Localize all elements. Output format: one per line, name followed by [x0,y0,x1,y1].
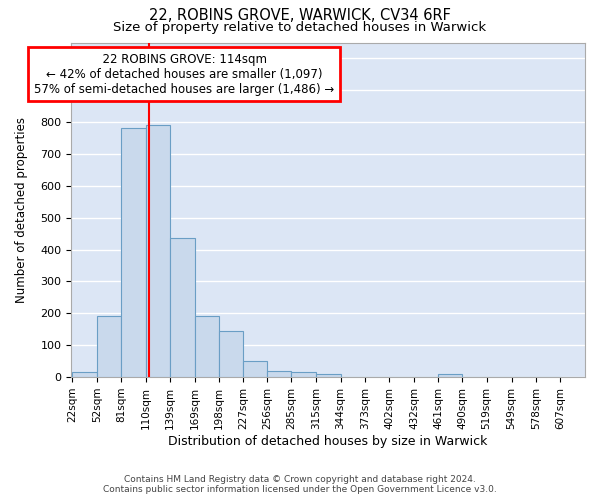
Text: 22 ROBINS GROVE: 114sqm  
← 42% of detached houses are smaller (1,097)
57% of se: 22 ROBINS GROVE: 114sqm ← 42% of detache… [34,52,334,96]
Bar [292,372,316,377]
Text: Size of property relative to detached houses in Warwick: Size of property relative to detached ho… [113,21,487,34]
Bar [121,128,146,377]
Text: 22, ROBINS GROVE, WARWICK, CV34 6RF: 22, ROBINS GROVE, WARWICK, CV34 6RF [149,8,451,22]
Bar [438,374,463,377]
X-axis label: Distribution of detached houses by size in Warwick: Distribution of detached houses by size … [169,434,488,448]
Bar [267,370,292,377]
Bar [219,331,243,377]
Bar [72,372,97,377]
Y-axis label: Number of detached properties: Number of detached properties [15,117,28,303]
Bar [316,374,341,377]
Bar [170,238,195,377]
Text: Contains HM Land Registry data © Crown copyright and database right 2024.
Contai: Contains HM Land Registry data © Crown c… [103,474,497,494]
Bar [97,316,121,377]
Bar [195,316,219,377]
Bar [243,361,267,377]
Bar [146,126,170,377]
